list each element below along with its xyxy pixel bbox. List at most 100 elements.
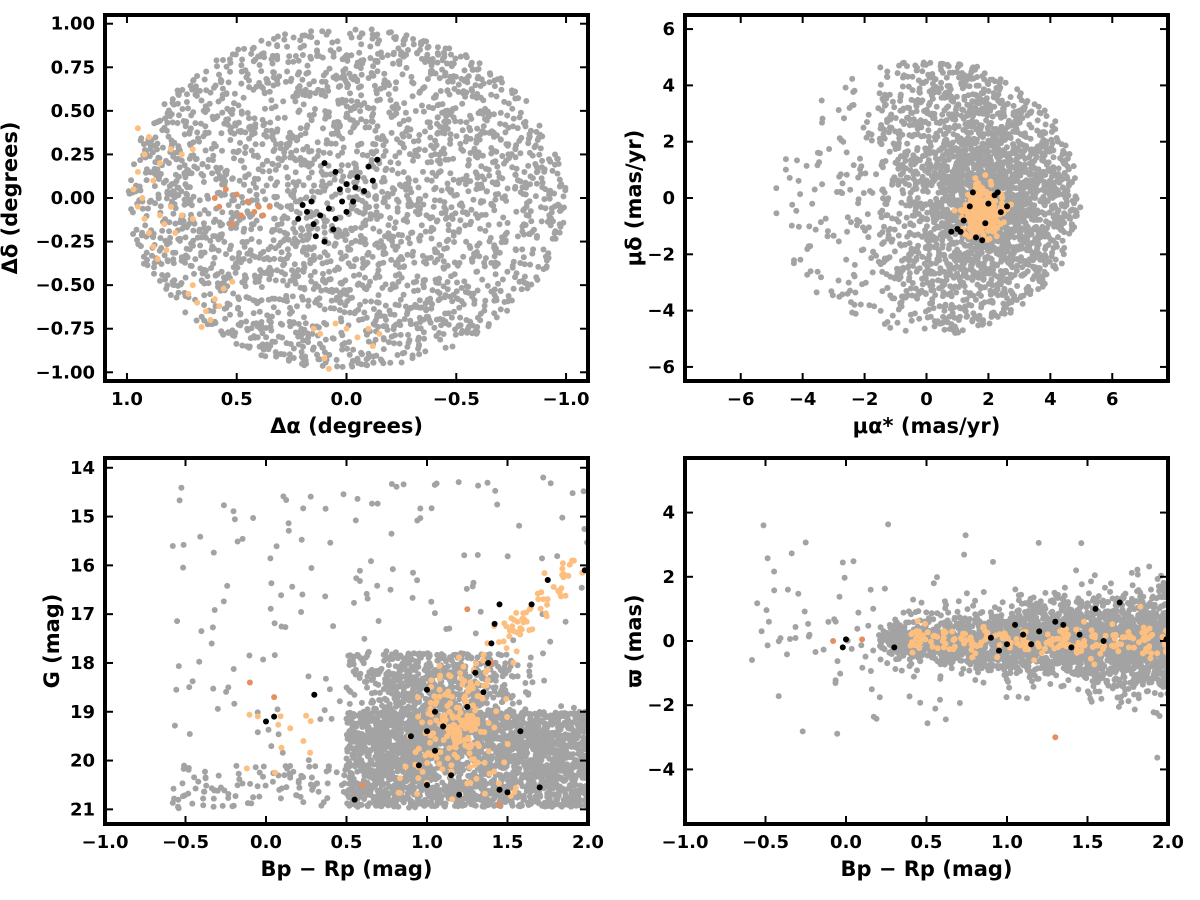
data-point bbox=[1050, 245, 1057, 251]
data-point bbox=[414, 287, 421, 294]
data-point bbox=[272, 166, 279, 173]
data-point bbox=[499, 276, 506, 283]
data-point bbox=[255, 278, 262, 285]
data-point bbox=[450, 176, 457, 183]
data-point bbox=[341, 340, 348, 347]
data-point bbox=[441, 199, 448, 206]
data-point bbox=[287, 304, 293, 311]
data-point bbox=[941, 251, 947, 258]
data-point bbox=[385, 91, 392, 98]
data-point bbox=[938, 85, 944, 92]
data-point bbox=[446, 91, 453, 98]
data-point bbox=[414, 325, 421, 332]
data-point bbox=[284, 187, 291, 194]
data-point bbox=[835, 238, 842, 245]
data-point bbox=[474, 287, 481, 294]
data-point bbox=[183, 224, 190, 231]
data-point bbox=[354, 78, 361, 85]
data-point bbox=[396, 121, 403, 128]
data-point bbox=[164, 119, 171, 126]
data-point bbox=[284, 68, 291, 75]
data-point bbox=[288, 202, 294, 209]
data-point bbox=[1028, 165, 1034, 172]
y-axis-label: Δδ (degrees) bbox=[0, 122, 22, 275]
data-point bbox=[213, 57, 220, 64]
data-point bbox=[551, 190, 558, 197]
data-point bbox=[904, 148, 911, 155]
data-point bbox=[269, 161, 276, 168]
data-point bbox=[352, 26, 359, 33]
data-point bbox=[241, 164, 248, 171]
data-point bbox=[253, 320, 260, 327]
data-point bbox=[269, 338, 276, 345]
data-point bbox=[449, 343, 456, 350]
data-point bbox=[1031, 101, 1038, 108]
data-point bbox=[304, 208, 310, 215]
data-point bbox=[1001, 113, 1008, 120]
data-point bbox=[215, 247, 222, 254]
data-point bbox=[857, 301, 864, 308]
data-point bbox=[986, 248, 993, 255]
data-point bbox=[191, 163, 198, 170]
data-point bbox=[910, 248, 917, 255]
data-point bbox=[245, 171, 252, 178]
data-point bbox=[957, 61, 964, 68]
data-point bbox=[911, 131, 918, 138]
data-point bbox=[157, 170, 164, 177]
data-point bbox=[171, 194, 178, 201]
data-point bbox=[457, 322, 464, 329]
data-point bbox=[972, 104, 979, 111]
data-point bbox=[217, 222, 224, 229]
data-point bbox=[417, 232, 424, 239]
data-point bbox=[897, 91, 904, 98]
data-point bbox=[143, 249, 150, 256]
data-point bbox=[901, 223, 908, 230]
data-point bbox=[955, 102, 962, 108]
data-point bbox=[327, 47, 334, 54]
data-point bbox=[361, 262, 368, 269]
data-point bbox=[908, 96, 915, 103]
data-point bbox=[274, 193, 280, 200]
data-point bbox=[237, 311, 244, 318]
data-point bbox=[440, 258, 447, 265]
data-point bbox=[278, 249, 285, 256]
data-point bbox=[457, 118, 464, 125]
data-point bbox=[441, 72, 448, 79]
data-point bbox=[930, 149, 937, 156]
data-point bbox=[405, 235, 412, 242]
data-point bbox=[260, 188, 266, 195]
data-point bbox=[953, 93, 960, 100]
data-point bbox=[348, 34, 355, 41]
data-point bbox=[942, 157, 949, 164]
data-point bbox=[434, 114, 441, 121]
data-point bbox=[354, 98, 361, 105]
data-point bbox=[980, 141, 987, 148]
data-point bbox=[797, 191, 804, 198]
data-point bbox=[239, 239, 246, 246]
data-point bbox=[989, 113, 996, 120]
data-point bbox=[876, 90, 883, 97]
data-point bbox=[166, 183, 173, 190]
data-point bbox=[1050, 182, 1057, 189]
data-point bbox=[905, 114, 912, 121]
data-point bbox=[949, 310, 956, 317]
data-point bbox=[181, 131, 188, 138]
data-point bbox=[324, 252, 331, 259]
data-point bbox=[200, 179, 207, 185]
data-point bbox=[354, 334, 361, 341]
data-point bbox=[400, 41, 407, 48]
data-point bbox=[380, 152, 387, 159]
data-point bbox=[314, 153, 321, 159]
data-point bbox=[1007, 135, 1014, 141]
data-point bbox=[273, 141, 279, 148]
data-point bbox=[368, 26, 375, 33]
data-point bbox=[370, 72, 377, 79]
data-point bbox=[161, 221, 168, 228]
data-point bbox=[434, 120, 440, 127]
data-point bbox=[242, 150, 249, 156]
data-point bbox=[301, 314, 307, 321]
data-point bbox=[941, 268, 948, 275]
data-point bbox=[339, 135, 346, 142]
data-point bbox=[877, 64, 884, 71]
data-point bbox=[450, 155, 457, 162]
